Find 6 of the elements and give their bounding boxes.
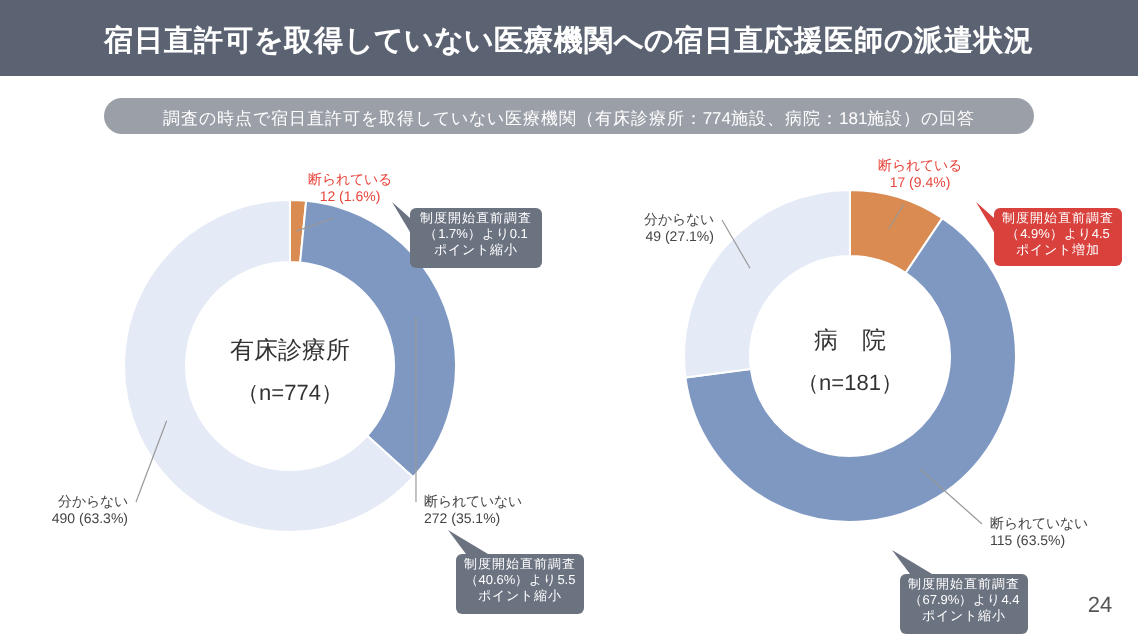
text: 病 院: [814, 326, 886, 354]
text: 有床診療所: [230, 336, 350, 364]
text: （n=774）: [237, 382, 343, 406]
header: 宿日直許可を取得していない医療機関への宿日直応援医師の派遣状況 調査の時点で宿日直許可を取得していない医療機関（有床診療所：774施設、病院：181施設）の回答: [0, 0, 1138, 134]
text: （n=181）: [797, 372, 903, 396]
text: 24: [1087, 594, 1113, 618]
